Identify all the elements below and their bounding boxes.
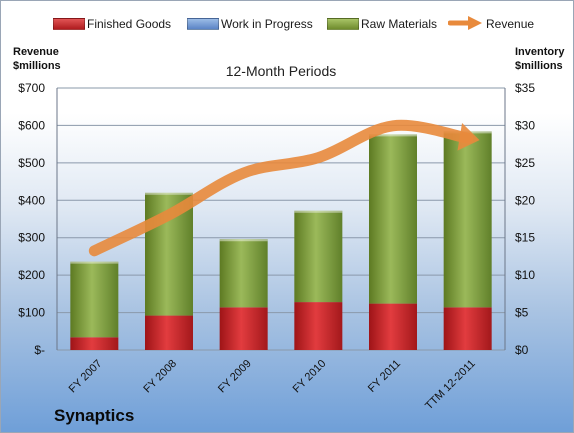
bar-raw-materials: [294, 210, 343, 303]
right-tick-label: $15: [515, 231, 535, 245]
right-tick-label: $25: [515, 156, 535, 170]
category-label: FY 2008: [141, 358, 179, 396]
right-tick-label: $35: [515, 81, 535, 95]
raw-materials-swatch: [327, 18, 359, 30]
right-axis-title: Inventory $millions: [515, 46, 565, 72]
bar-finished-goods: [70, 337, 119, 350]
bar-finished-goods: [219, 307, 268, 350]
category-label: FY 2010: [291, 358, 329, 396]
left-tick-label: $500: [18, 156, 45, 170]
left-tick-label: $100: [18, 306, 45, 320]
legend-label: Raw Materials: [361, 17, 438, 31]
right-tick-label: $20: [515, 193, 535, 207]
legend-label: Revenue: [486, 17, 535, 31]
left-axis-title: Revenue $millions: [13, 46, 61, 72]
finished-goods-swatch: [53, 18, 85, 30]
bar-raw-materials: [369, 134, 417, 304]
bar-raw-materials: [219, 239, 268, 308]
left-tick-label: $300: [18, 231, 45, 245]
right-tick-label: $5: [515, 306, 529, 320]
legend-label: Finished Goods: [87, 17, 172, 31]
category-label: FY 2007: [67, 358, 105, 396]
right-tick-label: $10: [515, 268, 535, 282]
company-name: Synaptics: [54, 406, 135, 425]
category-label: FY 2009: [216, 358, 254, 396]
bar-raw-materials: [70, 261, 119, 338]
work-in-progress-swatch: [187, 18, 219, 30]
bar-finished-goods: [443, 307, 492, 350]
legend-label: Work in Progress: [221, 17, 313, 31]
right-tick-label: $0: [515, 343, 529, 357]
bar-raw-materials: [443, 131, 492, 308]
chart-title: 12-Month Periods: [225, 63, 337, 79]
left-tick-label: $400: [18, 193, 45, 207]
revenue-arrowhead: [457, 123, 480, 151]
bar-finished-goods: [369, 303, 417, 350]
category-label: TTM 12-2011: [423, 358, 478, 413]
left-tick-label: $-: [34, 343, 45, 357]
left-tick-label: $200: [18, 268, 45, 282]
revenue-arrow-icon: [448, 16, 482, 30]
bar-finished-goods: [294, 302, 343, 350]
legend-revenue: Revenue: [448, 12, 558, 34]
left-tick-label: $700: [18, 81, 45, 95]
left-tick-label: $600: [18, 118, 45, 132]
bar-finished-goods: [145, 315, 193, 350]
revenue-line: [88, 119, 474, 257]
right-tick-label: $30: [515, 118, 535, 132]
category-label: FY 2011: [366, 358, 403, 395]
